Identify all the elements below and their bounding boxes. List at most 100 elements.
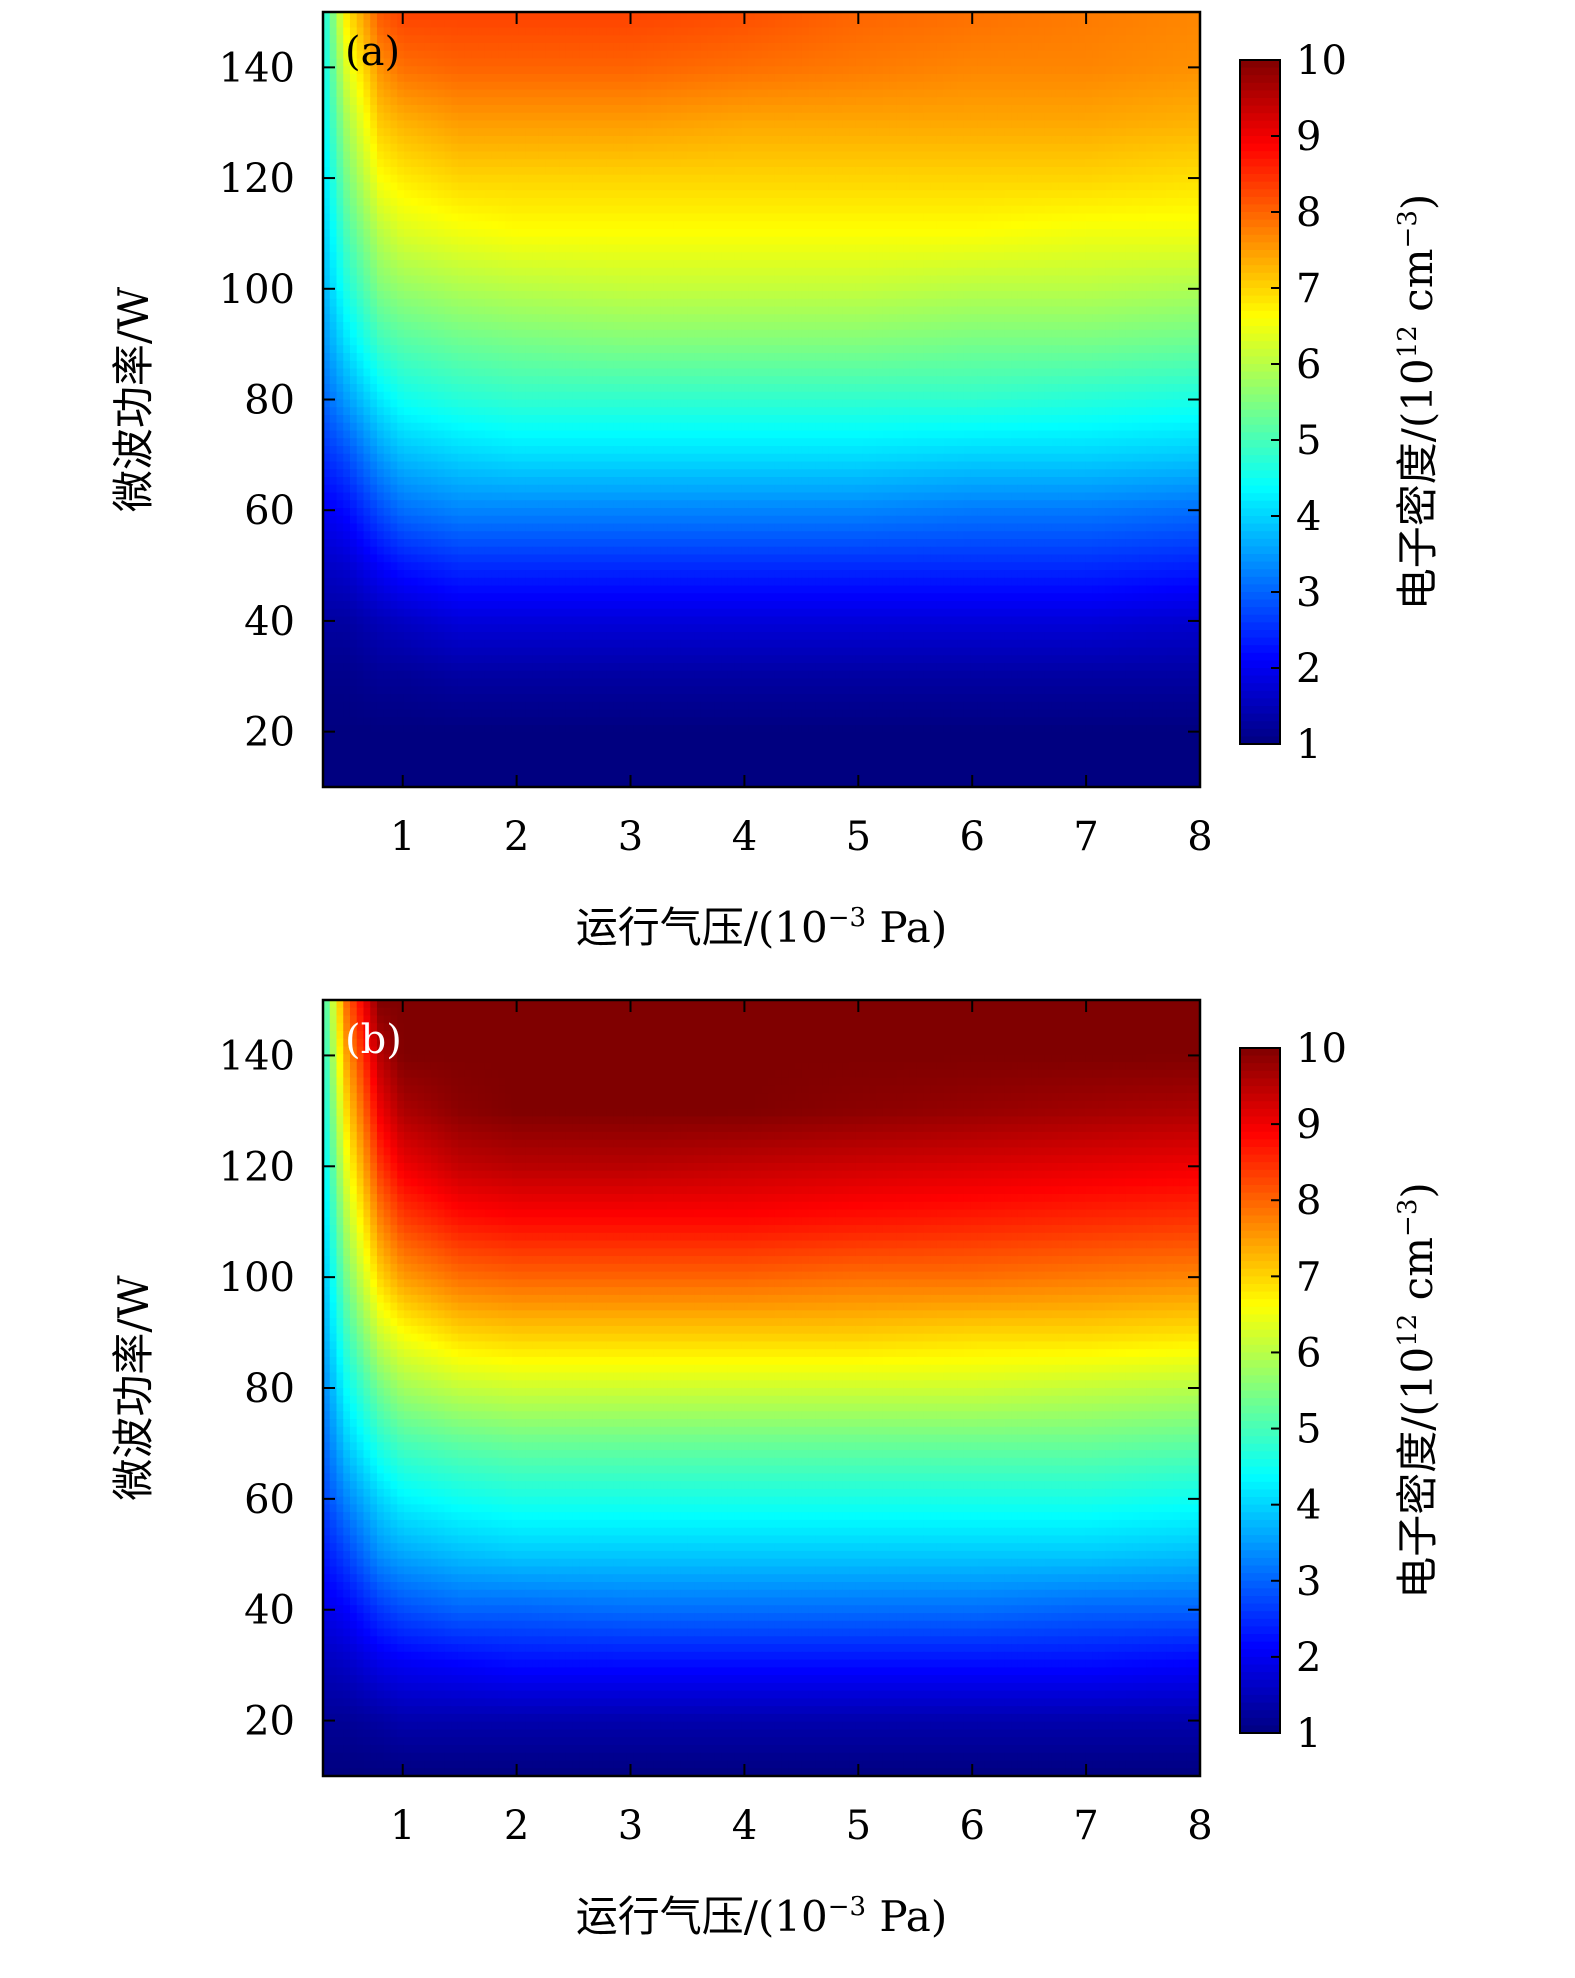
heatmap-cell [775,97,782,105]
heatmap-cell [842,276,849,284]
heatmap-cell [674,82,681,90]
heatmap-cell [937,291,944,299]
heatmap-cell [586,51,593,59]
heatmap-cell [728,299,735,307]
heatmap-cell [384,291,391,299]
heatmap-cell [1187,291,1194,299]
heatmap-cell [1085,175,1092,183]
heatmap-cell [579,268,586,276]
heatmap-cell [930,291,937,299]
heatmap-cell [903,74,910,82]
heatmap-cell [842,206,849,214]
heatmap-cell [910,20,917,28]
heatmap-cell [1126,136,1133,144]
heatmap-cell [390,283,397,291]
heatmap-cell [370,74,377,82]
heatmap-cell [573,113,580,121]
heatmap-cell [519,152,526,160]
heatmap-cell [411,307,418,315]
heatmap-cell [748,35,755,43]
heatmap-cell [559,59,566,67]
heatmap-cell [465,221,472,229]
heatmap-cell [1126,97,1133,105]
heatmap-cell [370,299,377,307]
heatmap-cell [741,28,748,36]
heatmap-cell [343,260,350,268]
heatmap-cell [465,28,472,36]
heatmap-cell [363,221,370,229]
heatmap-cell [660,237,667,245]
heatmap-cell [471,128,478,136]
heatmap-cell [546,113,553,121]
heatmap-cell [451,268,458,276]
heatmap-cell [444,128,451,136]
heatmap-cell [498,252,505,260]
heatmap-cell [748,82,755,90]
heatmap-cell [485,121,492,129]
heatmap-cell [815,82,822,90]
heatmap-cell [1106,276,1113,284]
heatmap-cell [417,190,424,198]
heatmap-cell [896,74,903,82]
heatmap-cell [660,66,667,74]
heatmap-cell [923,12,930,20]
heatmap-cell [451,82,458,90]
heatmap-cell [627,152,634,160]
heatmap-cell [539,20,546,28]
heatmap-cell [431,121,438,129]
heatmap-cell [984,237,991,245]
heatmap-cell [363,121,370,129]
heatmap-cell [451,12,458,20]
heatmap-cell [471,113,478,121]
heatmap-cell [613,51,620,59]
heatmap-cell [701,268,708,276]
heatmap-cell [654,283,661,291]
heatmap-cell [802,159,809,167]
heatmap-cell [465,144,472,152]
heatmap-cell [647,35,654,43]
heatmap-cell [890,175,897,183]
heatmap-cell [465,167,472,175]
heatmap-cell [1085,198,1092,206]
heatmap-cell [1072,291,1079,299]
heatmap-cell [1058,105,1065,113]
heatmap-cell [512,214,519,222]
heatmap-cell [1092,237,1099,245]
heatmap-cell [1133,43,1140,51]
heatmap-cell [856,113,863,121]
heatmap-cell [863,291,870,299]
heatmap-cell [1079,59,1086,67]
heatmap-cell [1173,214,1180,222]
heatmap-cell [721,152,728,160]
heatmap-cell [1153,20,1160,28]
heatmap-cell [444,214,451,222]
heatmap-cell [869,43,876,51]
heatmap-cell [431,167,438,175]
heatmap-cell [431,20,438,28]
heatmap-cell [593,159,600,167]
heatmap-cell [735,74,742,82]
heatmap-cell [1018,66,1025,74]
heatmap-cell [1099,121,1106,129]
heatmap-cell [768,51,775,59]
heatmap-cell [343,276,350,284]
heatmap-cell [714,152,721,160]
heatmap-cell [417,97,424,105]
heatmap-cell [728,268,735,276]
heatmap-cell [1004,43,1011,51]
heatmap-cell [667,214,674,222]
heatmap-cell [377,237,384,245]
heatmap-cell [620,51,627,59]
heatmap-cell [829,136,836,144]
heatmap-cell [519,51,526,59]
heatmap-cell [660,28,667,36]
heatmap-cell [451,20,458,28]
heatmap-cell [681,276,688,284]
heatmap-cell [552,159,559,167]
heatmap-cell [849,97,856,105]
heatmap-cell [336,167,343,175]
heatmap-cell [795,43,802,51]
heatmap-cell [384,299,391,307]
heatmap-cell [1146,144,1153,152]
heatmap-cell [856,66,863,74]
